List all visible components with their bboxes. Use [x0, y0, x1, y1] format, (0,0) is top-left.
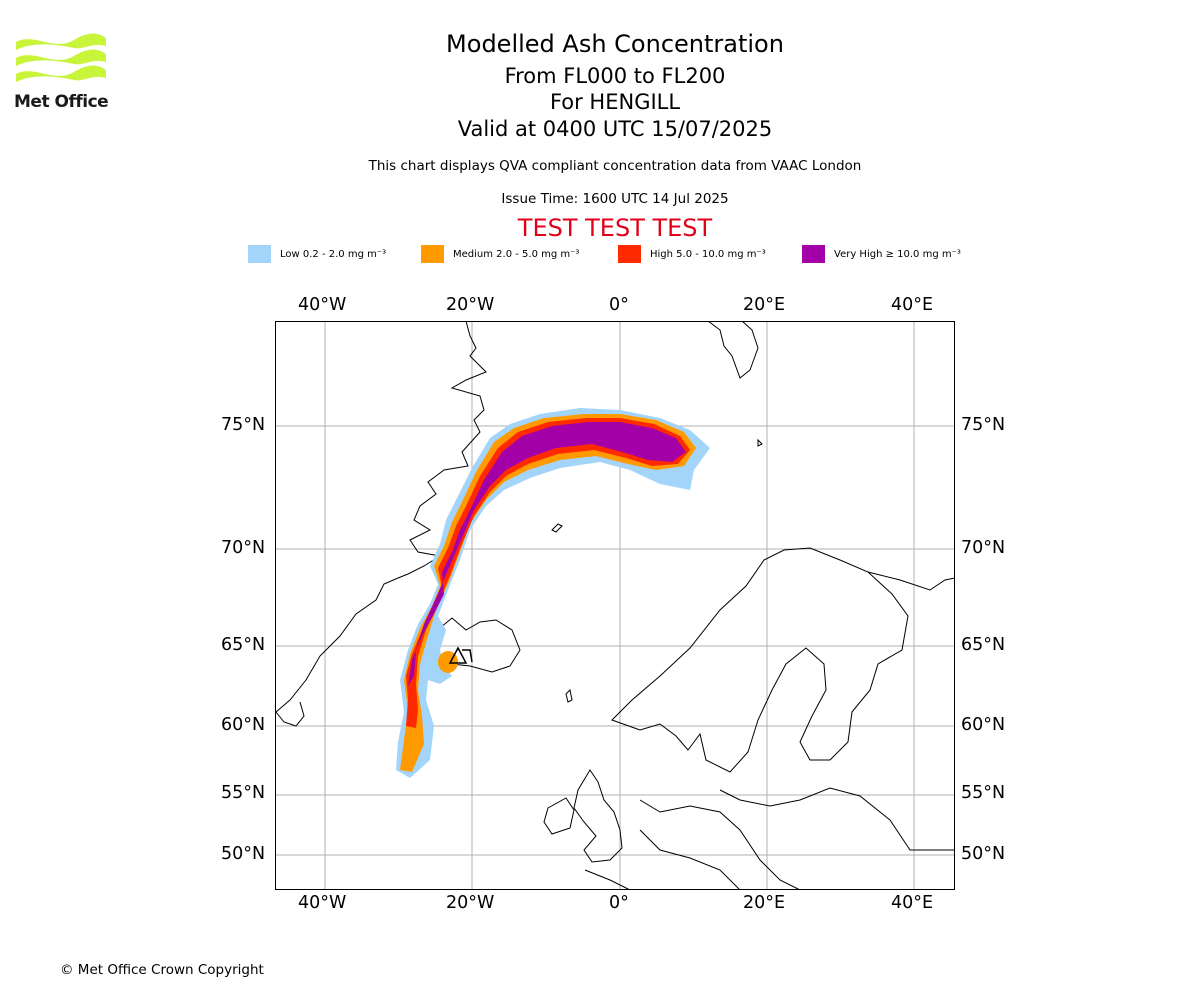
legend-swatch-low	[248, 245, 271, 263]
lat-label-right-70n: 70°N	[961, 538, 1006, 558]
lon-label-top-40e: 40°E	[891, 295, 934, 315]
lat-label-right-75n: 75°N	[961, 415, 1006, 435]
met-office-logo: Met Office	[14, 30, 109, 112]
test-banner: TEST TEST TEST	[517, 214, 713, 242]
coastlines	[275, 321, 955, 890]
legend-label-medium: Medium 2.0 - 5.0 mg m⁻³	[453, 248, 580, 260]
lat-label-right-50n: 50°N	[961, 844, 1006, 864]
lon-label-top-20w: 20°W	[446, 295, 495, 315]
lon-label-bottom-40w: 40°W	[298, 893, 347, 913]
map-frame	[275, 321, 955, 890]
legend-very-high: Very High ≥ 10.0 mg m⁻³	[802, 244, 961, 264]
lon-label-bottom-20e: 20°E	[743, 893, 786, 913]
lat-label-right-55n: 55°N	[961, 783, 1006, 803]
lat-label-left-60n: 60°N	[221, 715, 266, 735]
source-note: This chart displays QVA compliant concen…	[368, 158, 862, 174]
issue-time: Issue Time: 1600 UTC 14 Jul 2025	[501, 191, 729, 207]
lat-label-left-70n: 70°N	[221, 538, 266, 558]
logo-text: Met Office	[14, 92, 109, 112]
legend-high: High 5.0 - 10.0 mg m⁻³	[618, 244, 766, 264]
lon-label-top-40w: 40°W	[298, 295, 347, 315]
lat-label-left-65n: 65°N	[221, 635, 266, 655]
legend-low: Low 0.2 - 2.0 mg m⁻³	[248, 244, 386, 264]
lon-label-bottom-20w: 20°W	[446, 893, 495, 913]
ash-very-high	[408, 422, 686, 686]
legend-label-low: Low 0.2 - 2.0 mg m⁻³	[280, 248, 387, 260]
legend-swatch-very-high	[802, 245, 825, 263]
lon-label-bottom-40e: 40°E	[891, 893, 934, 913]
legend-swatch-medium	[421, 245, 444, 263]
lon-label-bottom-0: 0°	[609, 893, 629, 913]
volcano-name: For HENGILL	[549, 90, 681, 114]
ash-map	[275, 321, 955, 890]
lon-label-top-20e: 20°E	[743, 295, 786, 315]
copyright-notice: © Met Office Crown Copyright	[60, 962, 264, 978]
volcano-icon	[448, 646, 473, 664]
lon-label-top-0: 0°	[609, 295, 629, 315]
legend-medium: Medium 2.0 - 5.0 mg m⁻³	[421, 244, 579, 264]
graticule	[275, 321, 955, 890]
legend-swatch-high	[618, 245, 641, 263]
lat-label-right-65n: 65°N	[961, 635, 1006, 655]
flight-level-range: From FL000 to FL200	[504, 64, 726, 88]
lat-label-right-60n: 60°N	[961, 715, 1006, 735]
valid-time: Valid at 0400 UTC 15/07/2025	[457, 117, 773, 141]
legend-label-very-high: Very High ≥ 10.0 mg m⁻³	[834, 248, 961, 260]
lat-label-left-55n: 55°N	[221, 783, 266, 803]
chart-title: Modelled Ash Concentration	[446, 30, 784, 58]
legend-label-high: High 5.0 - 10.0 mg m⁻³	[650, 248, 766, 260]
lat-label-left-50n: 50°N	[221, 844, 266, 864]
lat-label-left-75n: 75°N	[221, 415, 266, 435]
ash-plume	[396, 408, 710, 778]
